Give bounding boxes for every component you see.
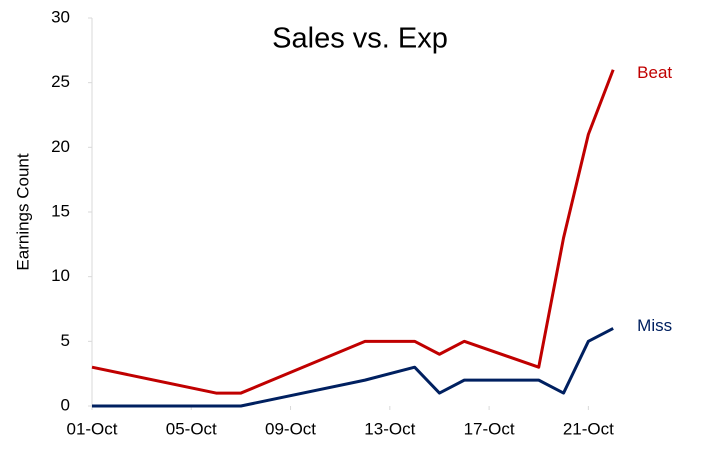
x-tick-label: 09-Oct bbox=[265, 419, 316, 438]
series-line bbox=[92, 327, 614, 408]
x-tick-label: 17-Oct bbox=[464, 419, 515, 438]
series-line bbox=[91, 69, 615, 395]
y-tick-label: 15 bbox=[51, 201, 70, 220]
x-tick-label: 01-Oct bbox=[66, 419, 117, 438]
y-tick-label: 0 bbox=[61, 395, 70, 414]
x-tick-label: 21-Oct bbox=[563, 419, 614, 438]
legend-label: Miss bbox=[637, 316, 672, 335]
y-axis-label: Earnings Count bbox=[13, 153, 32, 270]
y-tick-label: 10 bbox=[51, 266, 70, 285]
y-tick-label: 30 bbox=[51, 7, 70, 26]
x-tick-label: 05-Oct bbox=[166, 419, 217, 438]
y-tick-label: 5 bbox=[61, 331, 70, 350]
x-tick-label: 13-Oct bbox=[364, 419, 415, 438]
legend-label: Beat bbox=[637, 63, 672, 82]
y-tick-label: 25 bbox=[51, 72, 70, 91]
y-tick-label: 20 bbox=[51, 137, 70, 156]
chart-title: Sales vs. Exp bbox=[272, 23, 448, 55]
